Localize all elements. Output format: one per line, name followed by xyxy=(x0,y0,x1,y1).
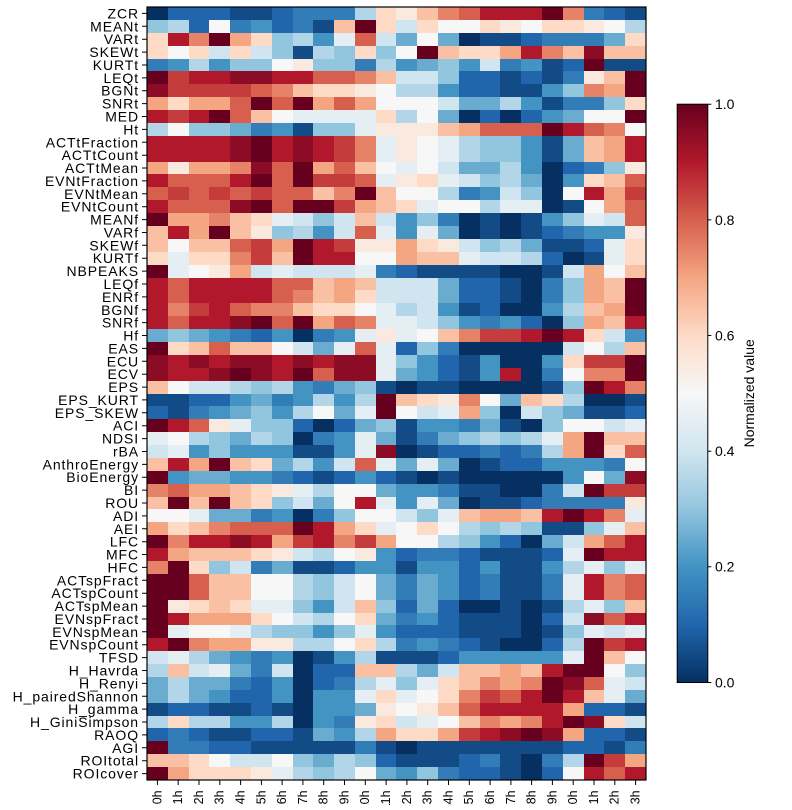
svg-text:ROU: ROU xyxy=(105,495,139,511)
svg-text:19h: 19h xyxy=(545,790,559,805)
svg-text:H_Havrda: H_Havrda xyxy=(69,663,139,679)
svg-text:EAS: EAS xyxy=(108,340,139,356)
svg-text:EVNtFraction: EVNtFraction xyxy=(45,173,139,189)
svg-text:0.0: 0.0 xyxy=(715,674,735,690)
svg-text:EVNspFract: EVNspFract xyxy=(55,611,139,627)
svg-text:BGNt: BGNt xyxy=(101,83,139,99)
svg-text:ENRf: ENRf xyxy=(102,289,139,305)
svg-text:MEANt: MEANt xyxy=(90,18,139,34)
svg-text:EPS: EPS xyxy=(108,379,139,395)
svg-text:0h: 0h xyxy=(150,790,164,804)
svg-text:0.2: 0.2 xyxy=(715,559,735,575)
svg-text:ACTspMean: ACTspMean xyxy=(55,598,139,614)
svg-text:SNRf: SNRf xyxy=(102,315,139,331)
svg-text:7h: 7h xyxy=(296,790,310,804)
svg-text:MEANf: MEANf xyxy=(90,212,139,228)
svg-text:NDSI: NDSI xyxy=(102,431,139,447)
svg-text:SKEWf: SKEWf xyxy=(89,237,139,253)
svg-text:TFSD: TFSD xyxy=(99,650,139,666)
svg-text:EPS_KURT: EPS_KURT xyxy=(58,392,139,408)
svg-text:HFC: HFC xyxy=(108,559,139,575)
svg-text:BioEnergy: BioEnergy xyxy=(66,469,139,485)
svg-text:H_pairedShannon: H_pairedShannon xyxy=(13,688,139,704)
svg-text:4h: 4h xyxy=(234,790,248,804)
svg-text:ACTtMean: ACTtMean xyxy=(65,160,139,176)
svg-text:0.8: 0.8 xyxy=(715,212,735,228)
svg-text:1.0: 1.0 xyxy=(715,96,735,112)
svg-text:AEI: AEI xyxy=(114,521,139,537)
svg-text:VARt: VARt xyxy=(104,31,139,47)
svg-text:EVNspMean: EVNspMean xyxy=(52,624,139,640)
svg-text:RAOQ: RAOQ xyxy=(94,727,139,743)
svg-text:18h: 18h xyxy=(525,790,539,805)
svg-text:21h: 21h xyxy=(587,790,601,805)
svg-text:KURTf: KURTf xyxy=(93,250,139,266)
svg-text:ACTspFract: ACTspFract xyxy=(57,572,139,588)
svg-text:1h: 1h xyxy=(171,790,185,804)
svg-text:EVNtCount: EVNtCount xyxy=(61,199,139,215)
svg-text:11h: 11h xyxy=(379,790,393,805)
svg-text:SKEWt: SKEWt xyxy=(89,44,139,60)
svg-text:EVNspCount: EVNspCount xyxy=(49,637,139,653)
svg-text:NBPEAKS: NBPEAKS xyxy=(67,263,139,279)
svg-text:EVNtMean: EVNtMean xyxy=(64,186,139,202)
svg-text:AGI: AGI xyxy=(112,740,139,756)
svg-text:Normalized value: Normalized value xyxy=(741,339,757,447)
svg-text:LEQf: LEQf xyxy=(103,276,139,292)
svg-text:H_Renyi: H_Renyi xyxy=(79,675,139,691)
svg-text:LFC: LFC xyxy=(110,534,139,550)
svg-text:MFC: MFC xyxy=(106,547,139,563)
svg-text:ACTtFraction: ACTtFraction xyxy=(46,134,139,150)
svg-text:BI: BI xyxy=(124,482,139,498)
svg-text:BGNf: BGNf xyxy=(101,302,139,318)
svg-text:12h: 12h xyxy=(400,790,414,805)
svg-text:6h: 6h xyxy=(275,790,289,804)
svg-text:8h: 8h xyxy=(317,790,331,804)
svg-text:ADI: ADI xyxy=(113,508,139,524)
svg-text:0.4: 0.4 xyxy=(715,443,735,459)
svg-text:LEQt: LEQt xyxy=(103,70,139,86)
svg-text:VARf: VARf xyxy=(104,225,139,241)
svg-text:ACI: ACI xyxy=(113,418,139,434)
svg-text:H_gamma: H_gamma xyxy=(68,701,139,717)
svg-text:20h: 20h xyxy=(566,790,580,805)
svg-text:0.6: 0.6 xyxy=(715,327,735,343)
svg-text:ACTtCount: ACTtCount xyxy=(62,147,139,163)
svg-text:3h: 3h xyxy=(213,790,227,804)
svg-text:KURTt: KURTt xyxy=(93,57,139,73)
svg-text:10h: 10h xyxy=(358,790,372,805)
svg-text:17h: 17h xyxy=(504,790,518,805)
svg-text:SNRt: SNRt xyxy=(102,96,139,112)
svg-text:ROIcover: ROIcover xyxy=(73,766,139,782)
svg-text:Hf: Hf xyxy=(123,328,139,344)
svg-text:9h: 9h xyxy=(337,790,351,804)
svg-text:23h: 23h xyxy=(629,790,643,805)
svg-text:ROItotal: ROItotal xyxy=(80,753,139,769)
svg-text:Ht: Ht xyxy=(123,121,139,137)
svg-text:14h: 14h xyxy=(441,790,455,805)
svg-text:rBA: rBA xyxy=(113,444,139,460)
svg-text:2h: 2h xyxy=(192,790,206,804)
svg-text:15h: 15h xyxy=(462,790,476,805)
svg-text:MED: MED xyxy=(105,109,139,125)
svg-text:16h: 16h xyxy=(483,790,497,805)
svg-text:5h: 5h xyxy=(254,790,268,804)
svg-text:22h: 22h xyxy=(608,790,622,805)
svg-text:13h: 13h xyxy=(421,790,435,805)
svg-text:EPS_SKEW: EPS_SKEW xyxy=(55,405,139,421)
svg-text:AnthroEnergy: AnthroEnergy xyxy=(43,456,139,472)
svg-text:ECU: ECU xyxy=(107,353,139,369)
svg-text:ACTspCount: ACTspCount xyxy=(51,585,139,601)
svg-text:H_GiniSimpson: H_GiniSimpson xyxy=(30,714,139,730)
svg-text:ECV: ECV xyxy=(108,366,140,382)
svg-text:ZCR: ZCR xyxy=(108,5,139,21)
